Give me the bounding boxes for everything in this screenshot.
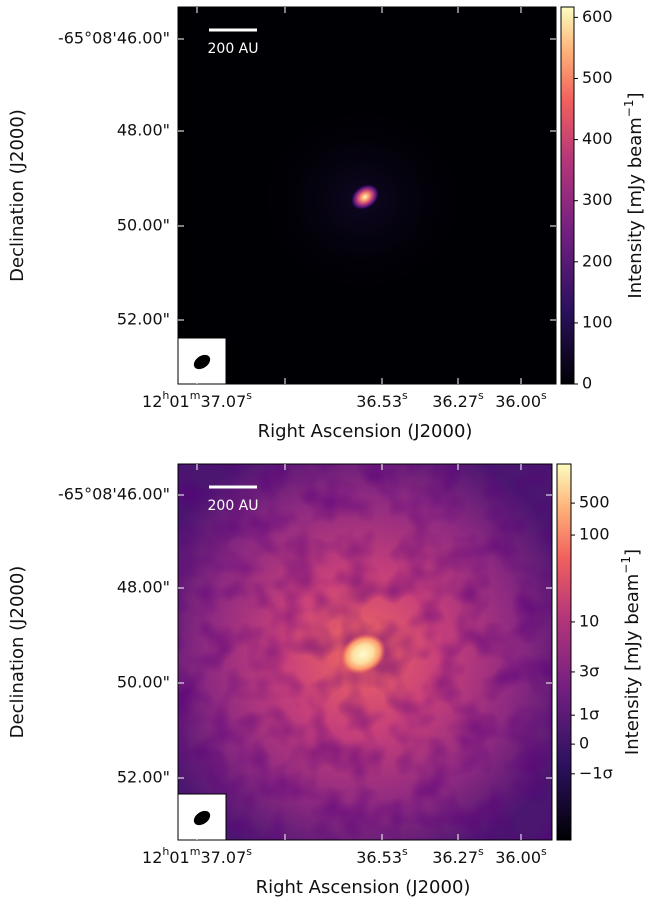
scale-bar-label: 200 AU xyxy=(208,41,259,57)
x-tick-label-part: 36.00 xyxy=(495,848,541,867)
colorbar-tick-label: 500 xyxy=(582,68,613,87)
x-tick-label-sup: s xyxy=(478,845,484,858)
x-tick-label: 12h01m37.07s xyxy=(142,845,252,867)
colorbar-tick-label: −1σ xyxy=(579,763,613,782)
colorbar-tick-label: 500 xyxy=(579,493,610,512)
colorbar-label-part: ] xyxy=(625,92,646,99)
y-tick-label: 52.00" xyxy=(117,768,170,787)
x-tick-label-part: 36.00 xyxy=(495,392,541,411)
x-tick-label-part: 36.27 xyxy=(432,848,478,867)
x-tick-label-part: 37.07 xyxy=(200,848,246,867)
colorbar-tick-label: 1σ xyxy=(579,705,599,724)
x-tick-label-part: 01 xyxy=(169,392,189,411)
colorbar xyxy=(556,463,572,841)
x-tick-label: 36.00s xyxy=(495,845,547,867)
x-tick-label-part: 36.53 xyxy=(356,392,402,411)
x-tick-label-sup: h xyxy=(162,845,169,858)
source xyxy=(350,183,380,211)
colorbar-tick-label: 400 xyxy=(582,129,613,148)
colorbar-tick-label: 0 xyxy=(579,734,589,753)
frame xyxy=(177,6,557,385)
y-tick-label: 50.00" xyxy=(117,673,170,692)
x-tick-label-sup: s xyxy=(402,845,408,858)
colorbar-label-sup: −1 xyxy=(622,99,636,117)
colorbar-label-part: Intensity [mJy beam xyxy=(622,574,643,755)
x-tick-label-sup: s xyxy=(541,389,547,402)
colorbar-tick-label: 300 xyxy=(582,190,613,209)
y-tick-label: -65°08'46.00" xyxy=(58,485,170,504)
x-tick-label-part: 12 xyxy=(142,848,162,867)
x-tick-label-part: 37.07 xyxy=(200,392,246,411)
y-tick-label: 52.00" xyxy=(117,310,170,329)
x-tick-label: 36.27s xyxy=(432,389,484,411)
colorbar-tick-label: 3σ xyxy=(579,661,599,680)
beam xyxy=(193,810,211,826)
colorbar-tick-label: 10 xyxy=(579,611,599,630)
x-tick-label-sup: s xyxy=(246,389,252,402)
colorbar xyxy=(560,6,575,385)
x-tick-label-part: 36.27 xyxy=(432,392,478,411)
x-tick-label-sup: s xyxy=(246,845,252,858)
x-tick-label-sup: m xyxy=(190,389,201,402)
x-tick-label-part: 12 xyxy=(142,392,162,411)
x-axis-label: Right Ascension (J2000) xyxy=(256,877,471,897)
frame xyxy=(177,463,553,841)
x-tick-label-sup: s xyxy=(402,389,408,402)
colorbar-tick-label: 0 xyxy=(582,374,592,393)
x-tick-label: 36.27s xyxy=(432,845,484,867)
y-axis-label: Declination (J2000) xyxy=(7,566,28,739)
colorbar-label-sup: −1 xyxy=(619,556,633,574)
colorbar-label-part: Intensity [mJy beam xyxy=(625,117,646,298)
colorbar-tick-label: 200 xyxy=(582,251,613,270)
x-tick-label: 12h01m37.07s xyxy=(142,389,252,411)
colorbar-label-part: ] xyxy=(622,549,643,556)
x-tick-label: 36.53s xyxy=(356,389,408,411)
colorbar-tick-label: 100 xyxy=(579,525,610,544)
y-tick-label: -65°08'46.00" xyxy=(58,29,170,48)
beam xyxy=(193,354,211,370)
colorbar-label: Intensity [mJy beam−1] xyxy=(619,549,644,755)
source xyxy=(340,633,386,675)
x-tick-label-sup: s xyxy=(541,845,547,858)
colorbar-tick-label: 600 xyxy=(582,7,613,26)
y-axis-label: Declination (J2000) xyxy=(7,109,28,282)
y-tick-label: 50.00" xyxy=(117,216,170,235)
colorbar-label: Intensity [mJy beam−1] xyxy=(622,92,647,298)
x-tick-label: 36.00s xyxy=(495,389,547,411)
x-tick-label-sup: h xyxy=(162,389,169,402)
x-tick-label-part: 36.53 xyxy=(356,848,402,867)
x-tick-label-sup: s xyxy=(478,389,484,402)
x-axis-label: Right Ascension (J2000) xyxy=(258,421,473,442)
x-tick-label-sup: m xyxy=(190,845,201,858)
x-tick-label: 36.53s xyxy=(356,845,408,867)
colorbar-tick-label: 100 xyxy=(582,312,613,331)
x-tick-label-part: 01 xyxy=(169,848,189,867)
scale-bar-label: 200 AU xyxy=(208,498,259,514)
y-tick-label: 48.00" xyxy=(117,578,170,597)
y-tick-label: 48.00" xyxy=(117,121,170,140)
